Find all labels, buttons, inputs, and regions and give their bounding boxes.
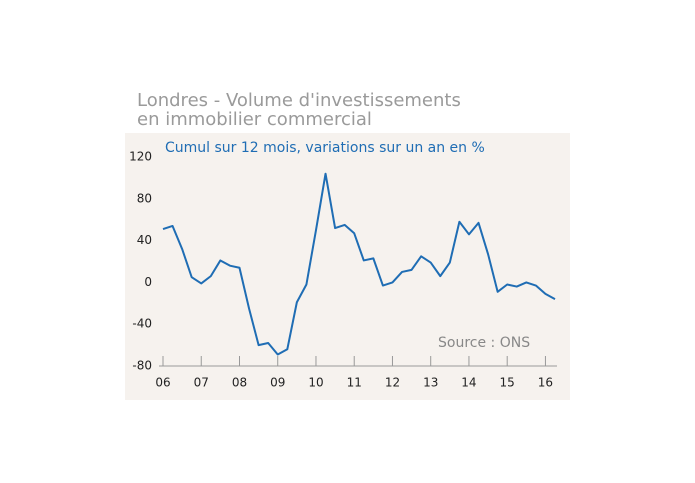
- y-tick-label: -40: [132, 317, 152, 331]
- chart-subtitle: Cumul sur 12 mois, variations sur un an …: [165, 140, 485, 156]
- chart-title: Londres - Volume d'investissements: [137, 90, 461, 111]
- x-tick-label: 16: [538, 376, 553, 390]
- y-tick-label: 80: [137, 191, 152, 205]
- x-tick-label: 15: [500, 376, 515, 390]
- source-note: Source : ONS: [438, 335, 530, 351]
- x-tick-label: 14: [461, 376, 476, 390]
- x-tick-label: 07: [194, 376, 209, 390]
- x-tick-label: 09: [270, 376, 285, 390]
- x-tick-label: 10: [308, 376, 323, 390]
- y-tick-label: 120: [129, 150, 152, 164]
- x-tick-label: 06: [155, 376, 170, 390]
- data-line: [162, 172, 556, 356]
- y-tick-label: -80: [132, 359, 152, 373]
- y-tick-label: 40: [137, 233, 152, 247]
- x-tick-label: 12: [385, 376, 400, 390]
- y-tick-label: 0: [144, 275, 152, 289]
- x-tick-label: 08: [232, 376, 247, 390]
- plot-background: [125, 133, 570, 400]
- x-tick-label: 11: [347, 376, 362, 390]
- x-tick-label: 13: [423, 376, 438, 390]
- chart-title: en immobilier commercial: [137, 109, 372, 130]
